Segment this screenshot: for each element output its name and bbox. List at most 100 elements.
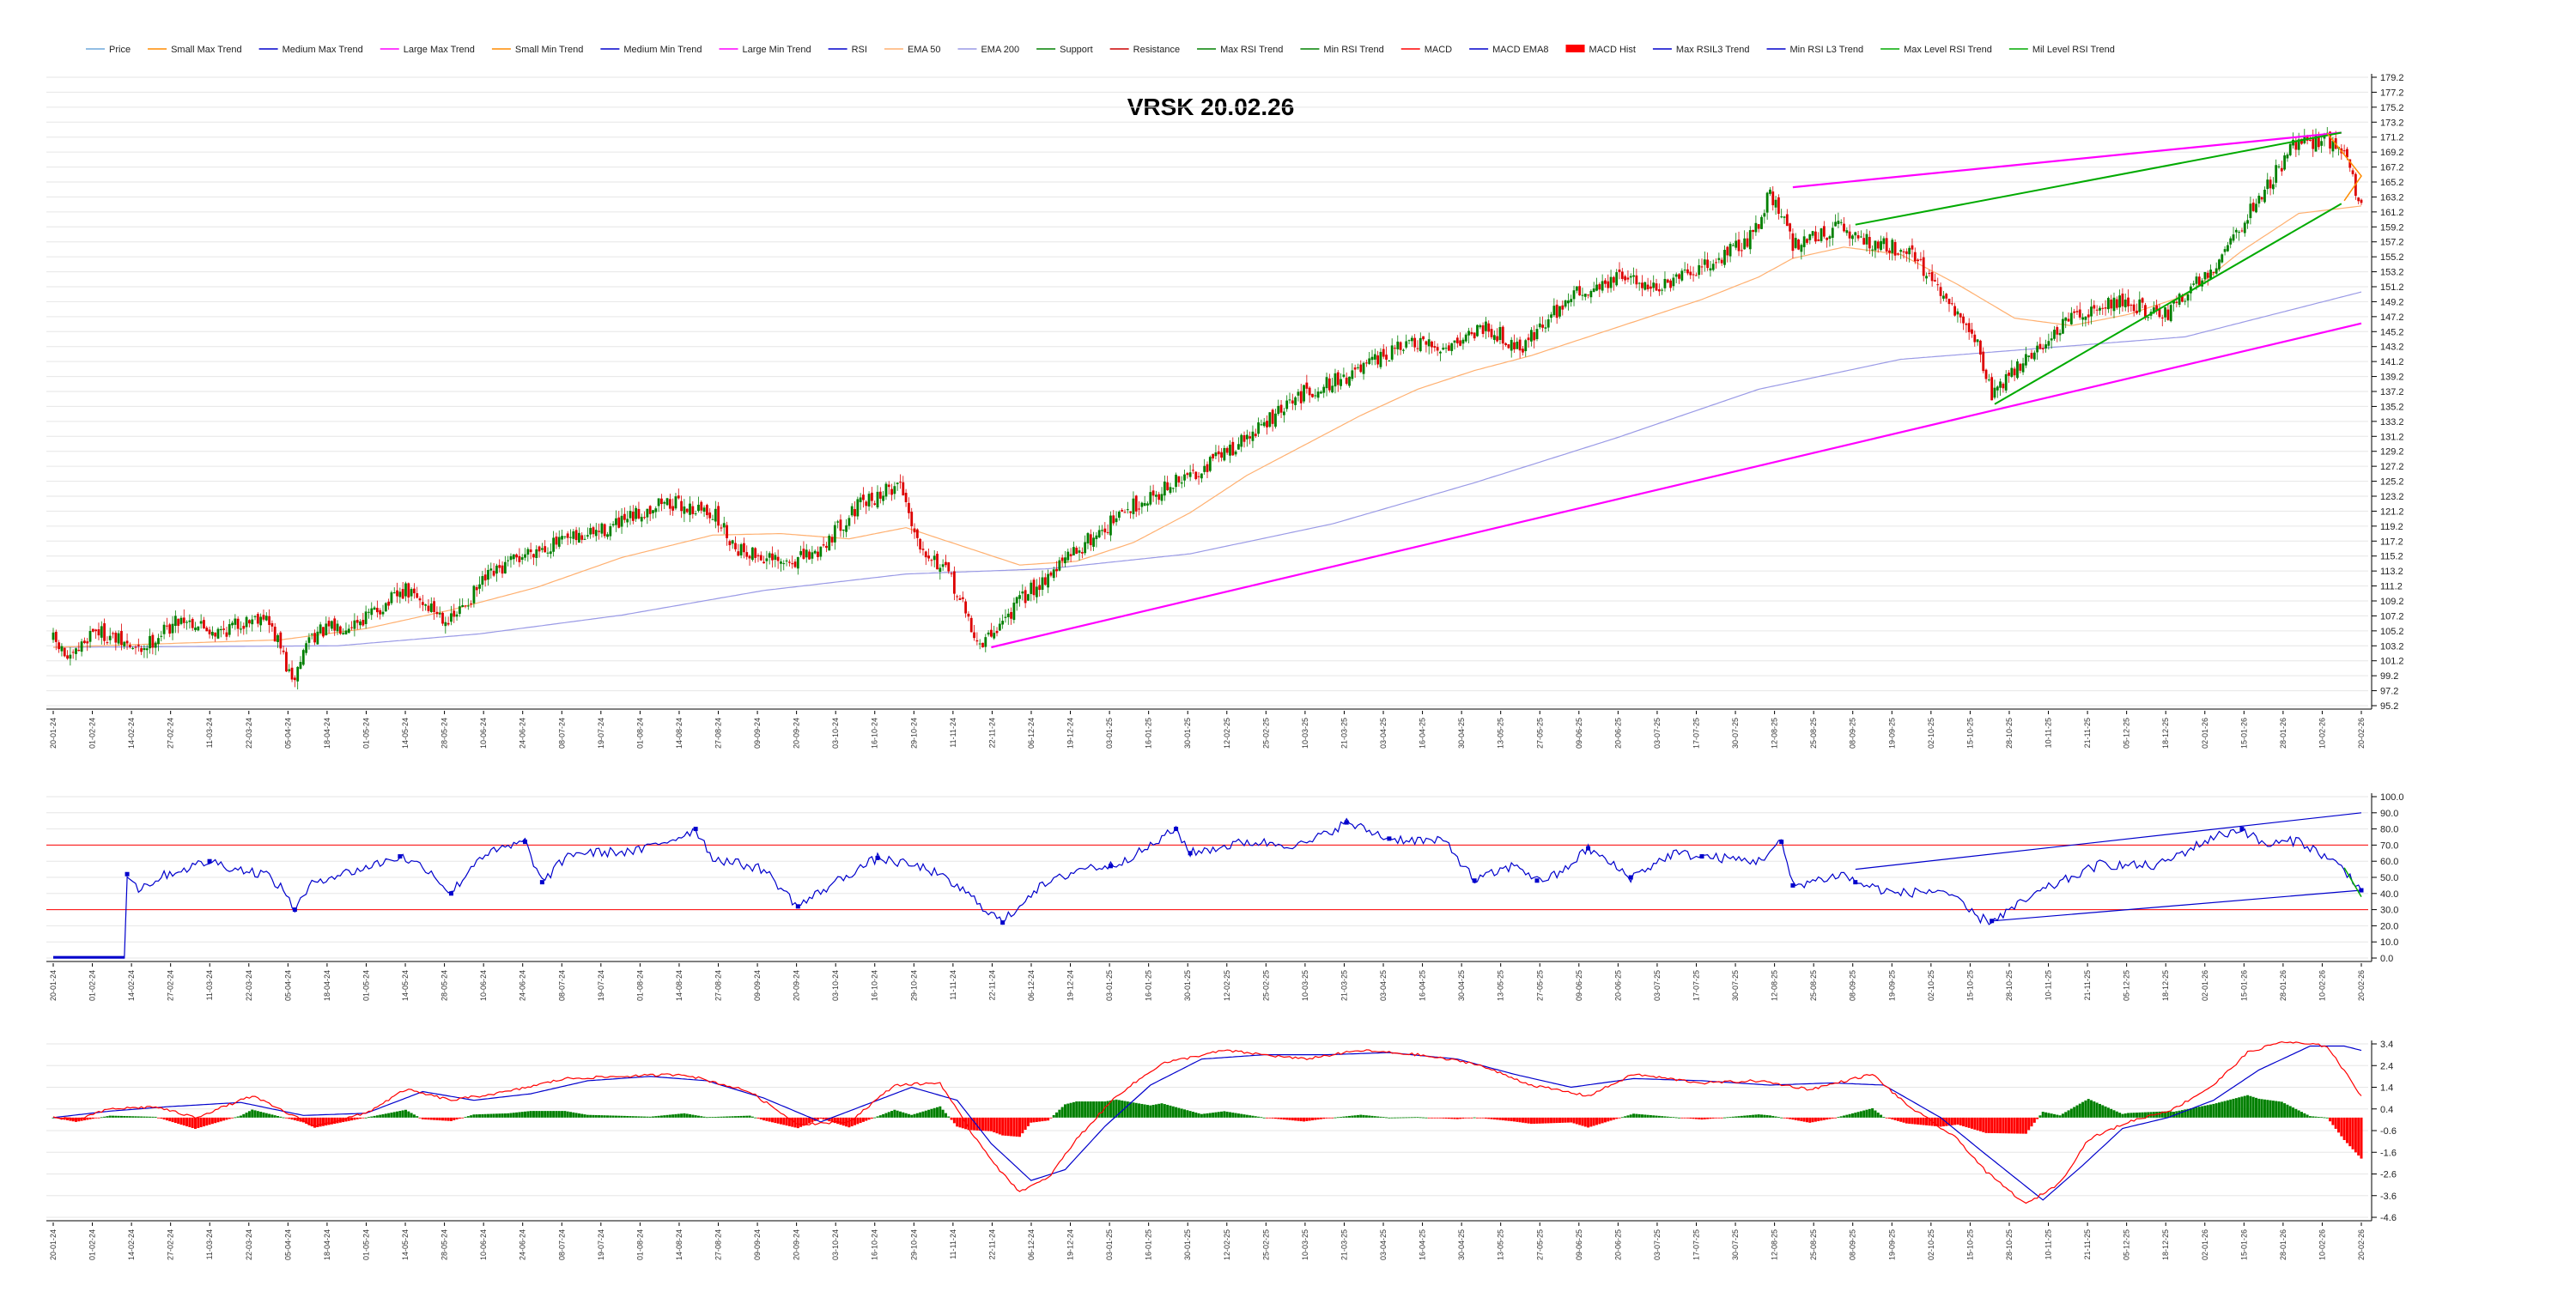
macd-hist-bar — [674, 1113, 677, 1118]
y-tick-label: 155.2 — [2380, 252, 2404, 263]
macd-hist-bar — [1279, 1117, 1283, 1119]
candle-body — [1442, 347, 1445, 350]
macd-hist-bar — [640, 1116, 643, 1118]
macd-hist-bar — [2090, 1100, 2093, 1118]
macd-hist-bar — [975, 1117, 979, 1131]
macd-hist-bar — [1038, 1117, 1042, 1122]
x-tick-label: 18-04-24 — [323, 970, 331, 1001]
macd-hist-bar — [2172, 1112, 2176, 1118]
candle-body — [1893, 241, 1897, 256]
macd-hist-bar — [185, 1117, 189, 1127]
legend-label: MACD — [1425, 45, 1452, 55]
candle-body — [60, 646, 64, 652]
macd-hist-bar — [1987, 1117, 1990, 1133]
macd-hist-bar — [617, 1115, 621, 1118]
candle-body — [1990, 377, 1994, 401]
candle-body — [1720, 259, 1723, 264]
macd-hist-bar — [898, 1111, 902, 1118]
candle-body — [429, 604, 433, 612]
macd-hist-bar — [2277, 1101, 2281, 1118]
macd-hist-bar — [401, 1110, 404, 1118]
candle-body — [54, 631, 58, 642]
macd-hist-bar — [1791, 1117, 1795, 1120]
x-tick-label: 25-08-25 — [1809, 1229, 1818, 1260]
x-tick-label: 30-01-25 — [1183, 718, 1192, 749]
candle-body — [984, 637, 987, 647]
candle-body — [1686, 269, 1689, 274]
macd-hist-bar — [557, 1111, 561, 1118]
macd-hist-bar — [1720, 1117, 1723, 1119]
x-tick-label: 14-05-24 — [401, 718, 410, 749]
macd-hist-bar — [1481, 1117, 1485, 1119]
macd-hist-bar — [816, 1117, 819, 1120]
candle-body — [103, 623, 106, 641]
macd-hist-bar — [367, 1117, 370, 1119]
macd-hist-bar — [876, 1116, 879, 1118]
candle-body — [438, 612, 441, 615]
x-tick-label: 03-10-24 — [831, 970, 840, 1001]
macd-hist-bar — [1913, 1117, 1917, 1125]
candle-body — [1874, 240, 1877, 251]
candle-body — [450, 613, 453, 622]
candle-body — [2227, 245, 2229, 252]
candle-body — [1780, 216, 1783, 218]
macd-hist-bar — [119, 1115, 123, 1118]
macd-hist-bar — [1578, 1117, 1582, 1125]
candle-body — [561, 536, 563, 540]
y-tick-label: 123.2 — [2380, 492, 2404, 502]
candle-body — [1487, 323, 1491, 332]
macd-hist-bar — [654, 1116, 658, 1118]
candle-body — [1237, 444, 1240, 450]
macd-hist-bar — [532, 1111, 535, 1118]
y-tick-label: 167.2 — [2380, 163, 2404, 173]
macd-hist-bar — [1564, 1117, 1567, 1123]
x-tick-label: 27-02-24 — [167, 970, 175, 1001]
candle-body — [1322, 386, 1326, 393]
macd-hist-bar — [1657, 1115, 1661, 1118]
candle-body — [665, 498, 669, 506]
x-tick-label: 27-08-24 — [714, 718, 723, 749]
macd-hist-bar — [518, 1112, 521, 1118]
macd-hist-bar — [225, 1117, 228, 1120]
candle-body — [711, 519, 714, 520]
candle-body — [1231, 441, 1235, 456]
candle-body — [878, 491, 882, 499]
candle-body — [282, 650, 285, 652]
macd-hist-bar — [1112, 1100, 1115, 1118]
macd-hist-bar — [1206, 1113, 1209, 1118]
x-tick-label: 27-05-25 — [1535, 1229, 1544, 1260]
candle-body — [2351, 170, 2354, 174]
x-tick-label: 16-04-25 — [1419, 970, 1427, 1001]
macd-hist-bar — [1839, 1116, 1843, 1118]
candle-body — [355, 620, 359, 623]
macd-hist-bar — [1277, 1117, 1280, 1119]
macd-hist-bar — [458, 1117, 461, 1119]
macd-hist-bar — [236, 1116, 240, 1118]
macd-hist-bar — [680, 1113, 683, 1118]
macd-hist-bar — [577, 1113, 580, 1118]
macd-hist-bar — [924, 1110, 927, 1118]
macd-hist-bar — [2135, 1113, 2138, 1118]
macd-hist-bar — [1626, 1115, 1630, 1118]
macd-hist-bar — [1183, 1109, 1187, 1118]
macd-hist-bar — [1282, 1117, 1285, 1120]
macd-hist-bar — [956, 1117, 959, 1127]
macd-hist-bar — [100, 1117, 103, 1119]
rsi-pivot-marker — [1344, 820, 1349, 825]
candle-body — [896, 482, 899, 484]
macd-hist-bar — [478, 1113, 482, 1118]
macd-hist-bar — [1996, 1117, 1999, 1134]
macd-hist-bar — [421, 1117, 424, 1119]
y-tick-label: 0.4 — [2380, 1105, 2393, 1115]
macd-hist-bar — [1970, 1117, 1973, 1129]
candle-body — [694, 513, 697, 515]
macd-hist-bar — [160, 1117, 163, 1119]
candle-body — [867, 494, 871, 506]
candle-body — [762, 561, 765, 564]
macd-hist-bar — [726, 1116, 729, 1118]
macd-hist-bar — [2306, 1114, 2309, 1118]
x-tick-label: 28-10-25 — [2005, 1229, 2014, 1260]
x-tick-label: 03-01-25 — [1105, 970, 1114, 1001]
macd-hist-bar — [2240, 1096, 2244, 1118]
macd-hist-bar — [2323, 1117, 2326, 1119]
